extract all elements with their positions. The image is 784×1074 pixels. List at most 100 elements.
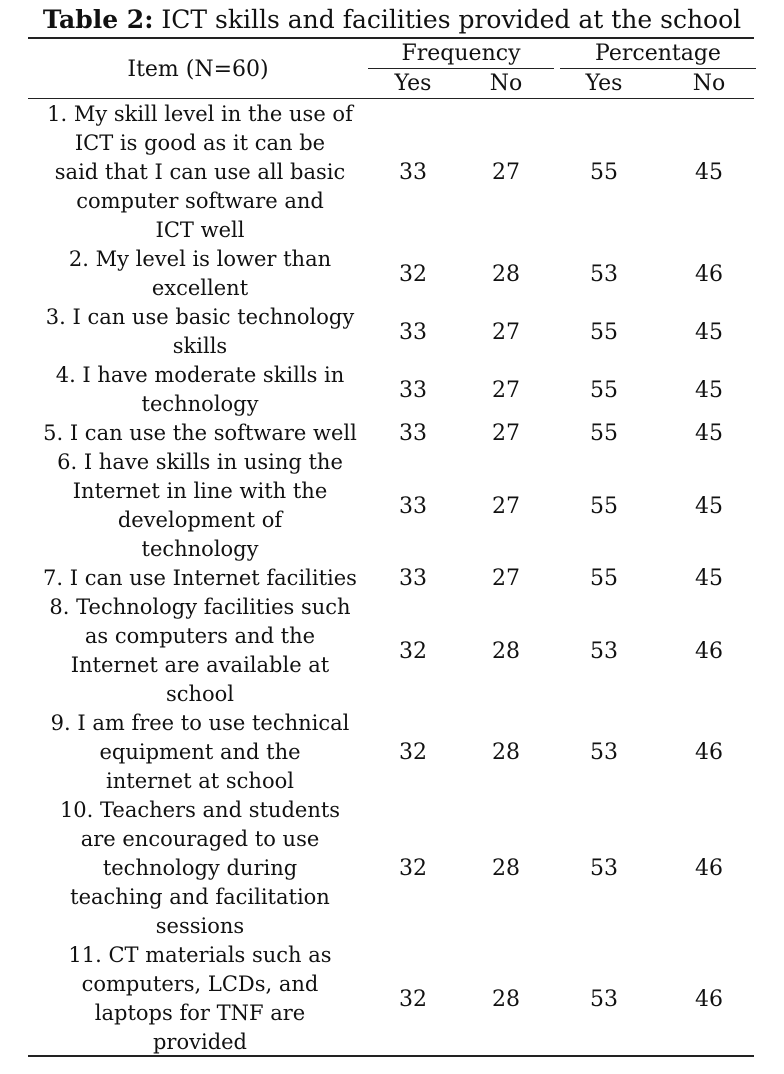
item-line: 10. Teachers and students — [59, 798, 341, 822]
item-line: as computers and the — [84, 624, 316, 648]
freq-yes-cell: 32 — [399, 740, 427, 765]
caption-text: ICT skills and facilities provided at th… — [153, 5, 742, 34]
item-line: Internet are available at — [70, 653, 330, 677]
frequency-rule — [368, 68, 554, 69]
freq-yes-cell: 33 — [399, 421, 427, 446]
item-line: 1. My skill level in the use of — [47, 102, 353, 126]
pct-no-cell: 45 — [695, 493, 723, 519]
header-freq-no: No — [489, 71, 523, 96]
item-line: are encouraged to use — [80, 827, 320, 851]
item-line: excellent — [151, 276, 249, 300]
pct-no-cell: 45 — [695, 377, 723, 403]
item-line: sessions — [155, 914, 245, 938]
pct-no-cell: 45 — [695, 421, 723, 446]
freq-yes-cell: 33 — [399, 566, 427, 591]
item-text: 8. Technology facilities such as computer… — [30, 593, 370, 709]
pct-yes-cell: 53 — [590, 638, 618, 664]
pct-yes-cell: 53 — [590, 740, 618, 765]
item-text: 4. I have moderate skills in technology — [30, 361, 370, 419]
item-line: teaching and facilitation — [70, 885, 330, 909]
item-line: 3. I can use basic technology — [45, 305, 355, 329]
item-line: 4. I have moderate skills in — [55, 363, 345, 387]
item-line: laptops for TNF are — [94, 1001, 306, 1025]
item-text: 2. My level is lower than excellent — [30, 245, 370, 303]
item-line: ICT well — [155, 218, 245, 242]
freq-no-cell: 27 — [492, 566, 520, 591]
item-line: 2. My level is lower than — [68, 247, 332, 271]
header-item: Item (N=60) — [127, 57, 269, 82]
item-line: 8. Technology facilities such — [49, 595, 351, 619]
item-text: 7. I can use Internet facilities — [30, 564, 370, 593]
header-pct-yes: Yes — [585, 71, 623, 96]
caption-label: Table 2: — [42, 5, 154, 34]
header-percentage: Percentage — [595, 41, 721, 66]
freq-no-cell: 28 — [492, 856, 520, 881]
item-text: 6. I have skills in using the Internet in… — [30, 448, 370, 564]
item-line: said that I can use all basic — [54, 160, 346, 184]
item-line: 5. I can use the software well — [43, 421, 357, 445]
item-text: 10. Teachers and students are encouraged … — [30, 796, 370, 941]
item-text: 11. CT materials such as computers, LCDs,… — [30, 941, 370, 1057]
item-text: 1. My skill level in the use of ICT is go… — [30, 100, 370, 245]
item-line: 7. I can use Internet facilities — [43, 566, 357, 590]
pct-no-cell: 46 — [695, 856, 723, 881]
header-frequency: Frequency — [401, 41, 521, 66]
item-line: skills — [172, 334, 228, 358]
item-line: ICT is good as it can be — [74, 131, 326, 155]
freq-no-cell: 28 — [492, 986, 520, 1012]
freq-no-cell: 28 — [492, 638, 520, 664]
pct-yes-cell: 55 — [590, 566, 618, 591]
header-rule — [28, 98, 754, 99]
freq-no-cell: 27 — [492, 377, 520, 403]
pct-yes-cell: 53 — [590, 986, 618, 1012]
pct-yes-cell: 55 — [590, 493, 618, 519]
item-text: 5. I can use the software well — [30, 419, 370, 448]
freq-no-cell: 27 — [492, 160, 520, 185]
bottom-rule — [28, 1055, 754, 1057]
header-pct-no: No — [692, 71, 726, 96]
item-line: technology — [141, 537, 259, 561]
pct-yes-cell: 55 — [590, 319, 618, 345]
table-caption: Table 2: ICT skills and facilities provi… — [0, 2, 784, 38]
pct-yes-cell: 55 — [590, 160, 618, 185]
item-line: computer software and — [76, 189, 324, 213]
header-freq-yes: Yes — [394, 71, 432, 96]
pct-yes-cell: 55 — [590, 421, 618, 446]
item-line: 6. I have skills in using the — [57, 450, 343, 474]
item-line: provided — [152, 1030, 248, 1054]
freq-yes-cell: 32 — [399, 856, 427, 881]
item-line: internet at school — [106, 769, 294, 793]
pct-no-cell: 45 — [695, 319, 723, 345]
freq-yes-cell: 32 — [399, 261, 427, 287]
percentage-rule — [560, 68, 756, 69]
item-line: computers, LCDs, and — [81, 972, 319, 996]
pct-yes-cell: 53 — [590, 856, 618, 881]
pct-yes-cell: 53 — [590, 261, 618, 287]
freq-yes-cell: 32 — [399, 986, 427, 1012]
freq-yes-cell: 33 — [399, 319, 427, 345]
freq-no-cell: 27 — [492, 493, 520, 519]
item-text: 9. I am free to use technical equipment a… — [30, 709, 370, 796]
pct-no-cell: 46 — [695, 740, 723, 765]
pct-no-cell: 45 — [695, 566, 723, 591]
pct-no-cell: 45 — [695, 160, 723, 185]
freq-yes-cell: 32 — [399, 638, 427, 664]
item-line: Internet in line with the — [72, 479, 328, 503]
item-line: technology during — [102, 856, 298, 880]
item-line: 9. I am free to use technical — [50, 711, 350, 735]
freq-no-cell: 28 — [492, 261, 520, 287]
item-line: equipment and the — [99, 740, 301, 764]
item-line: 11. CT materials such as — [68, 943, 332, 967]
freq-no-cell: 28 — [492, 740, 520, 765]
freq-yes-cell: 33 — [399, 493, 427, 519]
item-line: technology — [141, 392, 259, 416]
top-rule — [28, 37, 754, 39]
pct-no-cell: 46 — [695, 261, 723, 287]
pct-no-cell: 46 — [695, 986, 723, 1012]
item-line: school — [165, 682, 235, 706]
pct-yes-cell: 55 — [590, 377, 618, 403]
freq-no-cell: 27 — [492, 319, 520, 345]
pct-no-cell: 46 — [695, 638, 723, 664]
freq-yes-cell: 33 — [399, 160, 427, 185]
item-text: 3. I can use basic technology skills — [30, 303, 370, 361]
